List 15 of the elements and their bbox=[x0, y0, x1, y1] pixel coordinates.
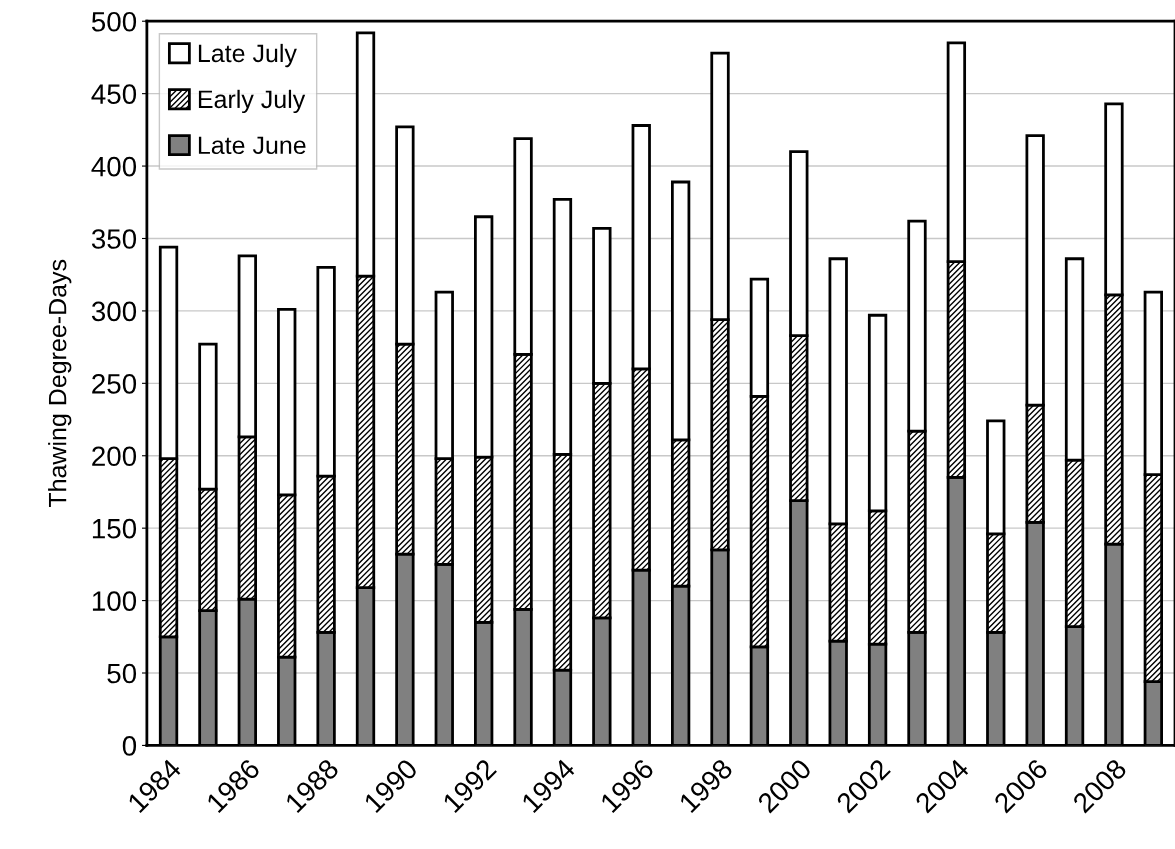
y-tick-label: 250 bbox=[92, 373, 137, 394]
y-tick-label: 100 bbox=[92, 591, 137, 611]
y-tick-label: 450 bbox=[91, 84, 137, 104]
legend-label: Late July bbox=[198, 43, 297, 68]
y-tick-label: 50 bbox=[107, 663, 137, 684]
y-tick-label: 0 bbox=[122, 736, 137, 756]
y-tick-label: 350 bbox=[91, 229, 137, 249]
legend-label: Late June bbox=[198, 136, 306, 155]
y-tick-label: 300 bbox=[91, 301, 137, 322]
y-tick-label: 400 bbox=[91, 156, 137, 177]
y-tick-label: 200 bbox=[92, 446, 137, 467]
y-tick-label: 150 bbox=[92, 518, 137, 539]
y-tick-label: 500 bbox=[91, 11, 137, 32]
legend-label: Early July bbox=[198, 89, 306, 114]
y-axis-title: Thawing Degree-Days bbox=[48, 259, 72, 508]
